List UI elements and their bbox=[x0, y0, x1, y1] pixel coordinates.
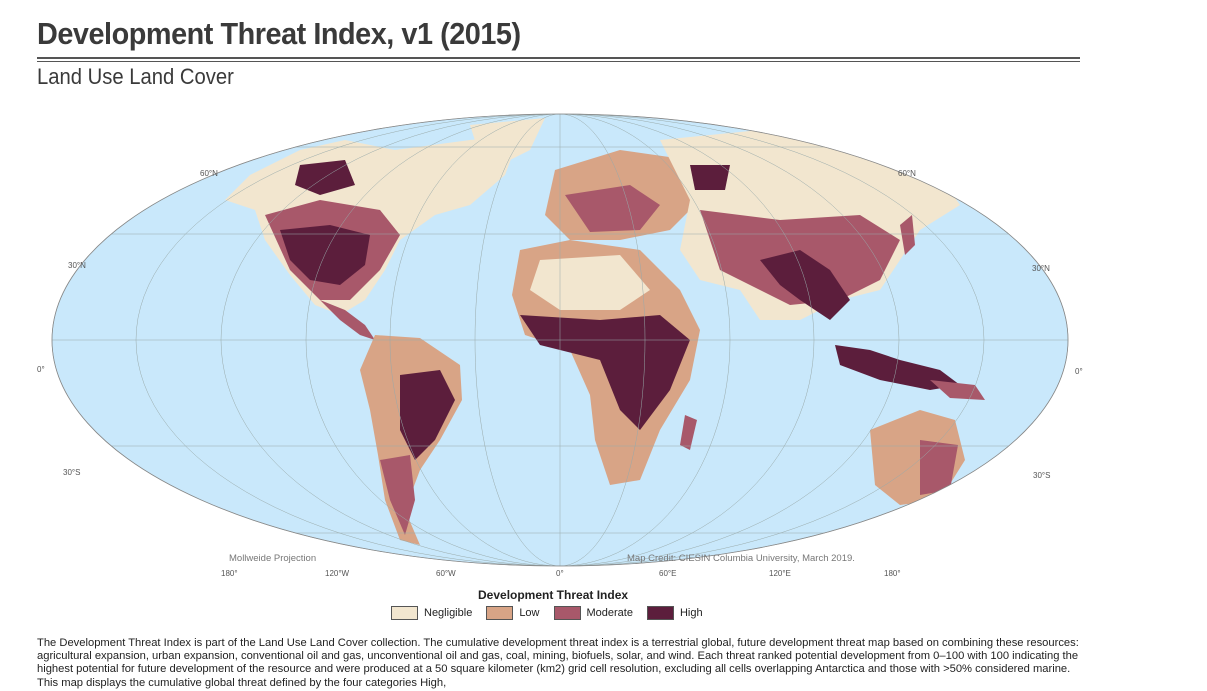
central-america bbox=[320, 300, 375, 340]
legend-swatch-high bbox=[646, 606, 674, 620]
greenland bbox=[470, 118, 545, 165]
meridian-60 bbox=[389, 114, 731, 566]
legend-item-low: Low bbox=[486, 606, 540, 620]
asia-high bbox=[760, 250, 850, 320]
north-america-high bbox=[280, 225, 370, 285]
meridian-30 bbox=[474, 114, 646, 566]
africa-high bbox=[520, 315, 690, 430]
title-rule bbox=[37, 57, 1080, 59]
legend-swatch-moderate bbox=[553, 606, 581, 620]
japan bbox=[900, 215, 915, 255]
lon-label-180w: 180° bbox=[221, 569, 238, 578]
legend-label-low: Low bbox=[519, 607, 540, 619]
description-text: The Development Threat Index is part of … bbox=[37, 637, 1079, 689]
lon-label-60e: 60°E bbox=[659, 569, 676, 578]
graticule bbox=[52, 114, 1068, 566]
asia-high-2 bbox=[690, 165, 730, 190]
australia-moderate bbox=[920, 440, 958, 495]
globe-outline bbox=[51, 113, 1069, 567]
meridian-120 bbox=[220, 114, 900, 566]
page-subtitle: Land Use Land Cover bbox=[37, 64, 234, 89]
lat-label-30s-left: 30°S bbox=[63, 468, 80, 477]
legend-item-moderate: Moderate bbox=[553, 606, 633, 620]
south-america-high bbox=[400, 370, 455, 460]
lon-label-120e: 120°E bbox=[769, 569, 791, 578]
map-credit: Map Credit: CIESIN Columbia University, … bbox=[627, 553, 855, 564]
legend-label-high: High bbox=[679, 607, 703, 619]
legend-label-negligible: Negligible bbox=[424, 607, 473, 619]
lon-label-60w: 60°W bbox=[436, 569, 456, 578]
legend-title: Development Threat Index bbox=[478, 588, 629, 602]
lat-label-60n-right: 60°N bbox=[898, 169, 916, 178]
new-zealand bbox=[965, 490, 995, 512]
title-rule-thin bbox=[37, 61, 1080, 62]
lon-label-180e: 180° bbox=[884, 569, 901, 578]
lat-label-60n-left: 60°N bbox=[200, 169, 218, 178]
lat-label-eq-right: 0° bbox=[1075, 367, 1083, 376]
south-america-moderate bbox=[380, 455, 415, 535]
legend-item-negligible: Negligible bbox=[391, 606, 472, 620]
land-masses bbox=[225, 118, 995, 545]
page-title: Development Threat Index, v1 (2015) bbox=[37, 16, 521, 51]
europe-moderate bbox=[565, 185, 660, 232]
legend-swatch-low bbox=[486, 606, 514, 620]
indonesia bbox=[835, 345, 960, 390]
madagascar bbox=[680, 415, 697, 450]
meridian-90 bbox=[305, 114, 815, 566]
lat-label-30n-right: 30°N bbox=[1032, 264, 1050, 273]
lat-label-30n-left: 30°N bbox=[68, 261, 86, 270]
lat-label-30s-right: 30°S bbox=[1033, 471, 1050, 480]
meridian-150 bbox=[135, 114, 985, 566]
projection-label: Mollweide Projection bbox=[229, 553, 316, 564]
lon-label-120w: 120°W bbox=[325, 569, 350, 578]
north-america-high-2 bbox=[295, 160, 355, 195]
legend: Negligible Low Moderate High bbox=[391, 606, 717, 620]
legend-item-high: High bbox=[646, 606, 703, 620]
lon-label-0: 0° bbox=[556, 569, 564, 578]
lat-label-eq-left: 0° bbox=[37, 365, 45, 374]
legend-swatch-negligible bbox=[391, 606, 418, 620]
legend-label-moderate: Moderate bbox=[586, 607, 633, 619]
